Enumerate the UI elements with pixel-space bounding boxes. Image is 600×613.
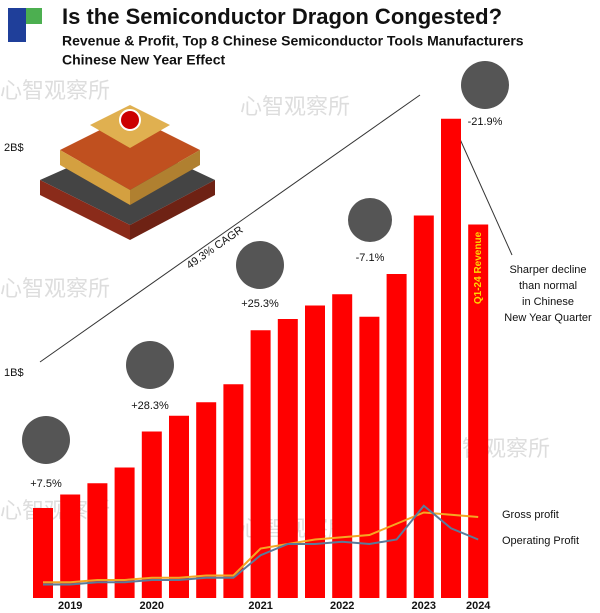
annotation: +25.3% (241, 298, 279, 310)
x-tick-label: 2024 (466, 600, 491, 612)
subtitle: Revenue & Profit, Top 8 Chinese Semicond… (62, 33, 524, 49)
bar (33, 508, 53, 598)
chart-title: Is the Semiconductor Dragon Congested? (62, 4, 502, 29)
annotation: Q1-24 Revenue (473, 231, 484, 304)
bar (114, 467, 135, 598)
building-illustration (40, 105, 215, 240)
line-series (43, 504, 479, 586)
bar (250, 330, 271, 598)
x-tick-label: 2021 (248, 600, 272, 612)
annotation: -7.1% (356, 252, 385, 264)
annotation: Sharper decline (509, 264, 586, 276)
bar (468, 224, 489, 598)
annotation: +7.5% (30, 478, 62, 490)
bar (386, 274, 407, 598)
legend-label: Gross profit (502, 509, 559, 521)
x-tick-label: 2019 (58, 600, 82, 612)
line-series (43, 511, 479, 584)
watermark: 心智观察所 (240, 94, 350, 119)
bar (277, 319, 298, 598)
trend-line (39, 94, 421, 363)
callout-line (454, 127, 513, 256)
annotation: than normal (519, 280, 577, 292)
annotation: in Chinese (522, 296, 574, 308)
bar (441, 118, 461, 598)
x-tick-label: 2020 (140, 600, 164, 612)
bar (196, 402, 217, 598)
annotation: New Year Quarter (504, 312, 592, 324)
logo (8, 8, 42, 42)
bar (359, 316, 380, 598)
legend-label: Operating Profit (502, 535, 579, 547)
x-tick-label: 2022 (330, 600, 354, 612)
bar (332, 294, 353, 598)
y-tick-label: 2B$ (4, 142, 24, 154)
y-tick-label: 1B$ (4, 367, 24, 379)
bar (141, 431, 162, 598)
bar (169, 415, 189, 598)
annotation: +28.3% (131, 400, 169, 412)
bar (223, 384, 244, 598)
subtitle: Chinese New Year Effect (62, 52, 225, 68)
watermark: 心智观察所 (0, 78, 110, 103)
bar (60, 494, 81, 598)
bar (87, 483, 108, 598)
x-tick-label: 2023 (412, 600, 436, 612)
bar (413, 215, 434, 598)
bar (305, 305, 325, 598)
watermark: 心智观察所 (0, 276, 110, 301)
zodiac-icons (22, 61, 509, 464)
annotation: -21.9% (468, 116, 503, 128)
